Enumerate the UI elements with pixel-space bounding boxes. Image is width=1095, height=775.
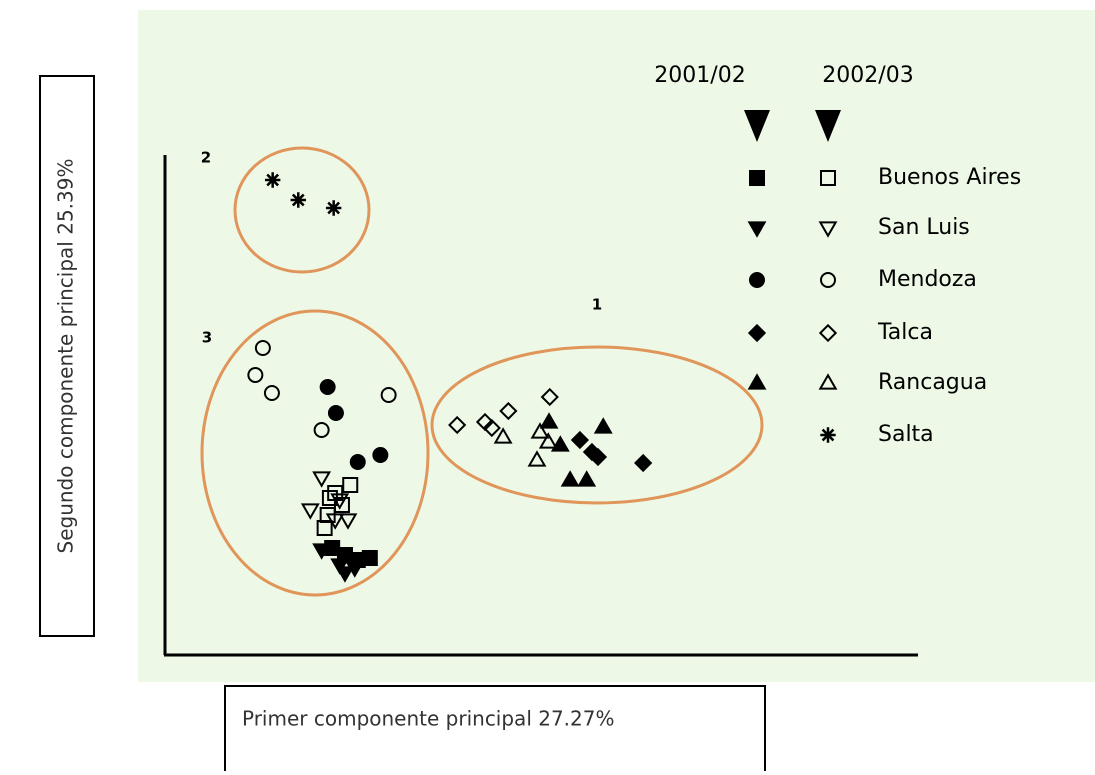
marker	[330, 558, 350, 575]
x-label-box	[224, 685, 766, 775]
marker	[300, 503, 320, 520]
marker	[342, 477, 359, 493]
legend-label: Talca	[877, 320, 933, 345]
marker	[319, 379, 336, 395]
marker	[290, 192, 306, 208]
marker	[327, 485, 344, 501]
marker	[588, 447, 608, 467]
marker	[312, 471, 332, 488]
legend-label: San Luis	[878, 215, 970, 240]
x-axis-label: Primer componente principal 27.27%	[242, 707, 615, 731]
marker	[313, 422, 330, 438]
marker	[349, 454, 366, 470]
marker	[493, 427, 513, 444]
marker	[380, 387, 397, 403]
legend-label: Rancagua	[878, 370, 987, 395]
legend-marker	[749, 170, 765, 186]
cluster-ellipse	[430, 345, 764, 505]
marker	[325, 513, 345, 530]
marker	[570, 430, 590, 450]
marker	[264, 172, 281, 188]
legend-column-title: 2001/02	[654, 63, 745, 88]
legend-label: Mendoza	[878, 267, 977, 292]
marker	[312, 543, 332, 560]
legend-marker	[747, 323, 767, 343]
marker	[593, 417, 613, 434]
marker	[338, 513, 358, 530]
legend-marker	[747, 373, 767, 390]
legend-arrow	[744, 110, 841, 142]
legend-label: Buenos Aires	[878, 165, 1021, 190]
marker	[539, 412, 559, 429]
cluster-label: 1	[592, 296, 602, 314]
marker	[345, 561, 365, 578]
marker	[527, 450, 547, 467]
legend-marker	[820, 170, 836, 186]
legend-label: Salta	[878, 422, 934, 447]
marker	[634, 453, 653, 473]
marker	[499, 401, 518, 421]
marker	[560, 470, 580, 487]
legend-column-title: 2002/03	[822, 63, 913, 88]
cluster-label: 3	[202, 329, 212, 347]
legend-marker	[820, 427, 836, 443]
y-axis-label: Segundo componente principal 25.39%	[54, 159, 78, 554]
marker	[448, 415, 467, 435]
marker	[372, 447, 389, 463]
cluster-ellipse	[233, 146, 371, 274]
marker	[361, 550, 378, 566]
marker	[247, 367, 264, 383]
marker	[321, 490, 338, 506]
legend-marker	[820, 272, 836, 288]
marker	[577, 470, 597, 487]
y-label-box	[39, 75, 95, 637]
marker	[316, 520, 333, 536]
marker	[263, 385, 280, 401]
legend-marker	[749, 272, 765, 288]
marker	[530, 422, 550, 439]
legend-marker	[747, 221, 767, 238]
marker	[327, 405, 344, 421]
marker	[335, 566, 355, 583]
cluster-label: 2	[201, 149, 211, 167]
marker	[319, 507, 336, 523]
marker	[254, 340, 271, 356]
marker	[538, 432, 558, 449]
cluster-ellipse	[200, 309, 430, 597]
marker	[325, 200, 342, 216]
legend-marker	[818, 373, 838, 390]
marker	[540, 387, 559, 407]
legend-marker	[818, 323, 838, 343]
marker	[330, 493, 350, 510]
plot-background	[138, 10, 1095, 682]
marker	[482, 418, 501, 438]
legend-marker	[818, 221, 838, 238]
